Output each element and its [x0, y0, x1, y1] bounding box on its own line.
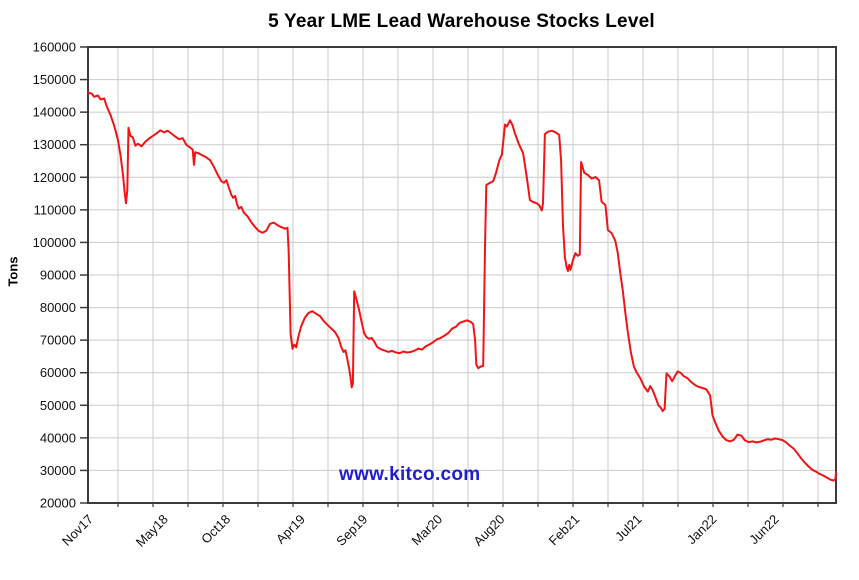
x-axis-labels: Nov17 May18 Oct18 Apr19 Sep19 Mar20 Aug20 Feb21… — [59, 512, 782, 550]
y-axis: 20000 30000 40000 50000 60000 70000 80000 90000… — [33, 40, 88, 511]
x-ticks — [117, 503, 819, 507]
x-tick-label: Jan22 — [684, 512, 720, 548]
x-tick-label: May18 — [133, 512, 171, 550]
y-tick-label: 100000 — [33, 235, 76, 250]
x-tick-label: Mar20 — [409, 512, 446, 549]
y-tick-label: 120000 — [33, 170, 76, 185]
y-gridlines — [88, 79, 836, 471]
x-tick-label: Oct18 — [198, 512, 233, 547]
y-tick-label: 110000 — [34, 202, 76, 217]
y-tick-label: 30000 — [40, 463, 76, 478]
y-tick-label: 90000 — [40, 268, 76, 283]
y-tick-label: 20000 — [40, 496, 76, 511]
x-tick-label: Feb21 — [546, 512, 583, 549]
x-tick-label: Apr19 — [273, 512, 308, 547]
chart-title: 5 Year LME Lead Warehouse Stocks Level — [268, 11, 655, 32]
kitco-watermark: www.kitco.com — [339, 464, 481, 485]
y-tick-label: 80000 — [40, 300, 76, 315]
stocks-series-line — [87, 91, 837, 482]
y-tick-label: 160000 — [33, 40, 76, 55]
y-tick-label: 60000 — [40, 365, 76, 380]
y-tick-label: 50000 — [40, 398, 76, 413]
y-tick-label: 70000 — [40, 333, 76, 348]
x-tick-label: Nov17 — [59, 512, 96, 549]
y-tick-label: 150000 — [33, 72, 76, 87]
x-tick-label: Aug20 — [470, 512, 507, 549]
x-tick-label: Jun22 — [746, 512, 782, 548]
x-tick-label: Jul21 — [612, 512, 645, 545]
y-tick-label: 140000 — [33, 105, 76, 120]
y-tick-label: 40000 — [40, 430, 76, 445]
y-tick-label: 130000 — [33, 137, 76, 152]
x-tick-label: Sep19 — [333, 512, 370, 549]
